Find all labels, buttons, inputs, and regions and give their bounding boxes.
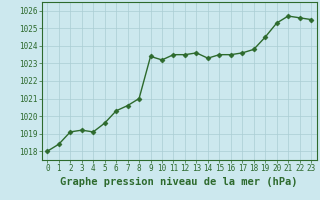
X-axis label: Graphe pression niveau de la mer (hPa): Graphe pression niveau de la mer (hPa): [60, 177, 298, 187]
